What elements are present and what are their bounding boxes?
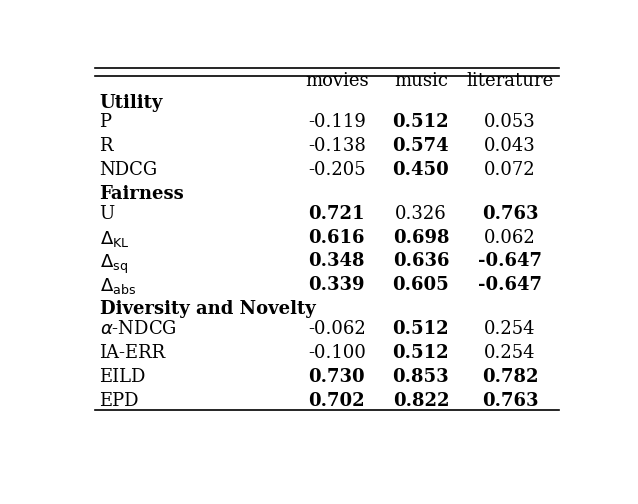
Text: 0.636: 0.636 xyxy=(392,253,449,271)
Text: -0.205: -0.205 xyxy=(308,161,366,179)
Text: literature: literature xyxy=(466,72,554,90)
Text: 0.822: 0.822 xyxy=(392,392,449,410)
Text: IA-ERR: IA-ERR xyxy=(100,344,166,362)
Text: P: P xyxy=(100,113,112,131)
Text: movies: movies xyxy=(305,72,369,90)
Text: 0.254: 0.254 xyxy=(484,320,536,338)
Text: 0.348: 0.348 xyxy=(309,253,365,271)
Text: 0.763: 0.763 xyxy=(482,392,538,410)
Text: -0.100: -0.100 xyxy=(308,344,366,362)
Text: $\Delta_{\mathrm{sq}}$: $\Delta_{\mathrm{sq}}$ xyxy=(100,253,128,276)
Text: $\alpha$-NDCG: $\alpha$-NDCG xyxy=(100,320,176,338)
Text: Fairness: Fairness xyxy=(100,185,184,203)
Text: 0.043: 0.043 xyxy=(484,137,536,155)
Text: NDCG: NDCG xyxy=(100,161,158,179)
Text: 0.763: 0.763 xyxy=(482,205,538,223)
Text: 0.782: 0.782 xyxy=(482,368,538,386)
Text: 0.605: 0.605 xyxy=(392,276,449,294)
Text: EILD: EILD xyxy=(100,368,146,386)
Text: 0.450: 0.450 xyxy=(392,161,449,179)
Text: 0.721: 0.721 xyxy=(309,205,365,223)
Text: $\Delta_{\mathrm{KL}}$: $\Delta_{\mathrm{KL}}$ xyxy=(100,229,130,248)
Text: 0.730: 0.730 xyxy=(309,368,365,386)
Text: 0.062: 0.062 xyxy=(484,229,536,246)
Text: 0.853: 0.853 xyxy=(392,368,449,386)
Text: music: music xyxy=(394,72,448,90)
Text: -0.062: -0.062 xyxy=(308,320,366,338)
Text: U: U xyxy=(100,205,115,223)
Text: 0.512: 0.512 xyxy=(392,344,449,362)
Text: 0.053: 0.053 xyxy=(484,113,536,131)
Text: 0.698: 0.698 xyxy=(392,229,449,246)
Text: -0.647: -0.647 xyxy=(478,276,542,294)
Text: Utility: Utility xyxy=(100,94,163,112)
Text: 0.326: 0.326 xyxy=(395,205,447,223)
Text: -0.119: -0.119 xyxy=(308,113,366,131)
Text: -0.647: -0.647 xyxy=(478,253,542,271)
Text: Diversity and Novelty: Diversity and Novelty xyxy=(100,300,315,319)
Text: -0.138: -0.138 xyxy=(308,137,366,155)
Text: 0.512: 0.512 xyxy=(392,113,449,131)
Text: 0.254: 0.254 xyxy=(484,344,536,362)
Text: $\Delta_{\mathrm{abs}}$: $\Delta_{\mathrm{abs}}$ xyxy=(100,276,136,296)
Text: 0.574: 0.574 xyxy=(392,137,449,155)
Text: 0.339: 0.339 xyxy=(309,276,365,294)
Text: 0.072: 0.072 xyxy=(484,161,536,179)
Text: 0.702: 0.702 xyxy=(309,392,365,410)
Text: 0.616: 0.616 xyxy=(309,229,365,246)
Text: 0.512: 0.512 xyxy=(392,320,449,338)
Text: EPD: EPD xyxy=(100,392,139,410)
Text: R: R xyxy=(100,137,113,155)
